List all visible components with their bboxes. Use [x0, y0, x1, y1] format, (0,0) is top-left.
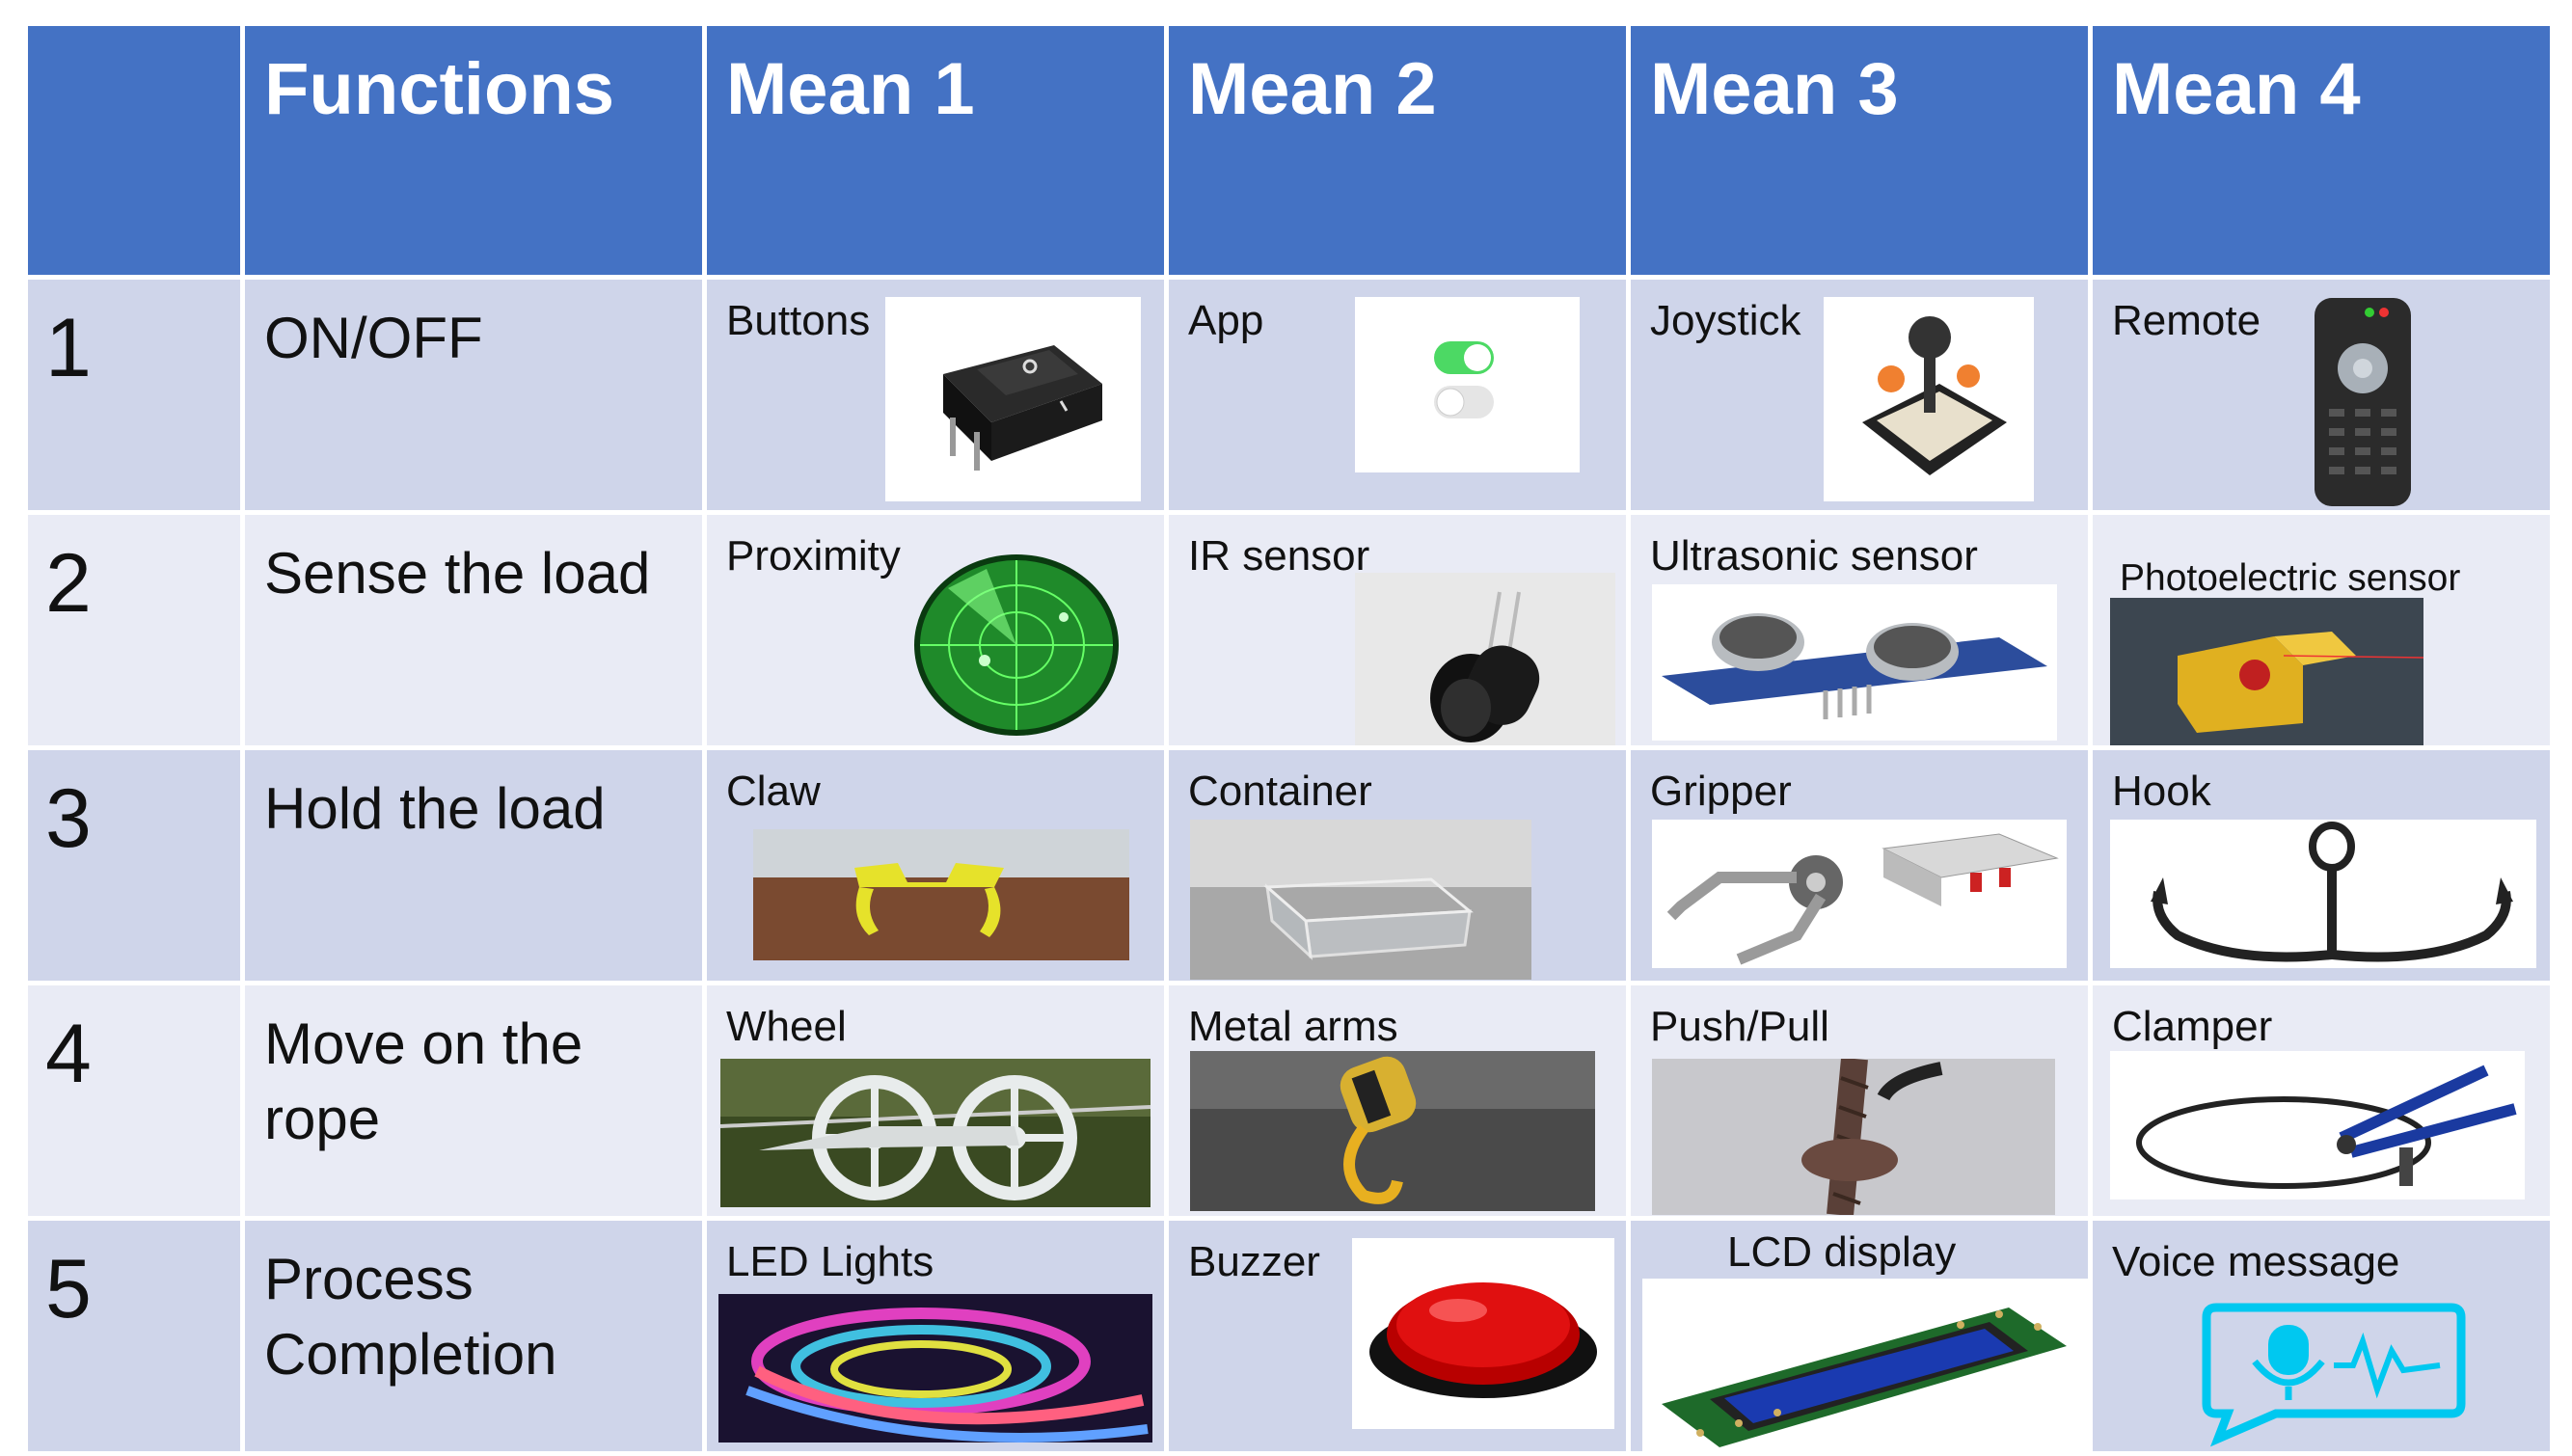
function-cell: Process Completion	[240, 1216, 707, 1456]
table-row: 5 Process Completion LED Lights Buzzer	[23, 1216, 2555, 1456]
mean-cell: Metal arms	[1164, 981, 1631, 1221]
mean-cell: Buttons	[702, 275, 1169, 515]
hook-icon	[2110, 820, 2536, 968]
mean-cell: Push/Pull	[1626, 981, 2093, 1221]
mean-label: Metal arms	[1188, 1003, 1398, 1050]
mean-cell: Gripper	[1626, 745, 2093, 985]
mean-label: Container	[1188, 768, 1372, 815]
mean-label: LED Lights	[726, 1238, 934, 1285]
ir-sensor-icon	[1355, 573, 1615, 743]
mean-cell: Photoelectric sensor	[2088, 510, 2555, 750]
mean-label: Voice message	[2112, 1238, 2400, 1285]
header-functions: Functions	[240, 21, 707, 280]
mean-label: Push/Pull	[1650, 1003, 1829, 1050]
mean-label: Claw	[726, 768, 821, 815]
mean-label: Wheel	[726, 1003, 847, 1050]
led-strip-icon	[718, 1294, 1152, 1443]
mean-cell: Hook	[2088, 745, 2555, 985]
mean-label: IR sensor	[1188, 532, 1370, 580]
radar-icon	[909, 550, 1124, 741]
mean-cell: Clamper	[2088, 981, 2555, 1221]
toggle-switch-icon	[1355, 297, 1580, 472]
rocker-switch-icon	[885, 297, 1141, 501]
container-icon	[1190, 820, 1531, 979]
table-row: 1 ON/OFF Buttons	[23, 275, 2555, 515]
header-mean-1: Mean 1	[702, 21, 1169, 280]
table-row: 3 Hold the load Claw Container	[23, 745, 2555, 985]
row-number: 2	[23, 510, 245, 750]
clamper-icon	[2110, 1051, 2525, 1200]
header-mean-2: Mean 2	[1164, 21, 1631, 280]
mean-cell: LCD display	[1626, 1216, 2093, 1456]
mean-label: Buttons	[726, 297, 871, 344]
gripper-icon	[1652, 820, 2067, 968]
claw-icon	[753, 829, 1129, 960]
table-row: 2 Sense the load Proximity	[23, 510, 2555, 750]
mean-cell: Ultrasonic sensor	[1626, 510, 2093, 750]
buzzer-icon	[1352, 1238, 1614, 1429]
mean-cell: App	[1164, 275, 1631, 515]
mean-label: Buzzer	[1188, 1238, 1320, 1285]
function-cell: Hold the load	[240, 745, 707, 985]
mean-cell: Voice message	[2088, 1216, 2555, 1456]
mean-label: Clamper	[2112, 1003, 2273, 1050]
mean-cell: Buzzer	[1164, 1216, 1631, 1456]
lcd-display-icon	[1642, 1279, 2086, 1449]
mean-cell: Joystick	[1626, 275, 2093, 515]
mean-label: Proximity	[726, 532, 901, 580]
row-number: 3	[23, 745, 245, 985]
row-number: 4	[23, 981, 245, 1221]
mean-cell: IR sensor	[1164, 510, 1631, 750]
function-cell: Sense the load	[240, 510, 707, 750]
photoelectric-sensor-icon	[2110, 598, 2423, 743]
mean-label: LCD display	[1727, 1228, 1957, 1276]
header-row: Functions Mean 1 Mean 2 Mean 3 Mean 4	[23, 21, 2555, 280]
mean-label: Remote	[2112, 297, 2261, 344]
header-mean-3: Mean 3	[1626, 21, 2093, 280]
morphological-chart: Functions Mean 1 Mean 2 Mean 3 Mean 4 1 …	[23, 21, 2555, 1456]
row-number: 5	[23, 1216, 245, 1456]
header-blank	[23, 21, 245, 280]
row-number: 1	[23, 275, 245, 515]
joystick-icon	[1824, 297, 2034, 501]
mean-label: Hook	[2112, 768, 2211, 815]
mean-label: App	[1188, 297, 1264, 344]
remote-control-icon	[2300, 293, 2425, 508]
mean-label: Ultrasonic sensor	[1650, 532, 1978, 580]
mean-label: Gripper	[1650, 768, 1792, 815]
mean-cell: LED Lights	[702, 1216, 1169, 1456]
mean-cell: Claw	[702, 745, 1169, 985]
mean-cell: Proximity	[702, 510, 1169, 750]
mean-cell: Remote	[2088, 275, 2555, 515]
rope-pull-icon	[1652, 1059, 2055, 1214]
mean-cell: Wheel	[702, 981, 1169, 1221]
function-cell: ON/OFF	[240, 275, 707, 515]
mean-label: Photoelectric sensor	[2120, 557, 2461, 599]
pulley-wheel-icon	[720, 1059, 1151, 1207]
header-mean-4: Mean 4	[2088, 21, 2555, 280]
mean-label: Joystick	[1650, 297, 1801, 344]
table-row: 4 Move on the rope Wheel	[23, 981, 2555, 1221]
voice-message-icon	[2199, 1298, 2469, 1448]
ultrasonic-sensor-icon	[1652, 584, 2057, 741]
function-cell: Move on the rope	[240, 981, 707, 1221]
metal-arm-icon	[1190, 1051, 1595, 1211]
mean-cell: Container	[1164, 745, 1631, 985]
